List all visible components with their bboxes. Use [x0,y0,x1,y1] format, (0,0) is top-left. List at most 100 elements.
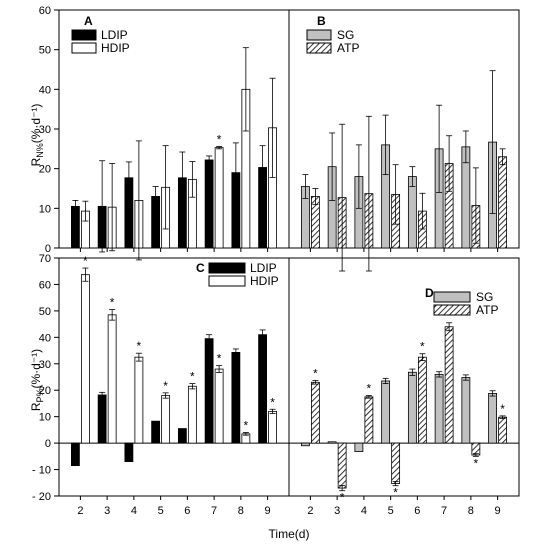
y-tick-label: 50 [39,45,51,57]
panel-d-bars: * * * * * * * * [289,309,519,505]
legend-label-atp: ATP [337,41,359,55]
y-tick-label: 40 [39,84,51,96]
y-tick-label: 0 [45,438,51,450]
x-tick-label: 9 [495,505,501,517]
bar-atp [498,416,508,444]
bar-sg [300,442,310,447]
significance-star: * [447,309,452,323]
y-tick-label: 50 [39,306,51,318]
panel-a-bars: * [70,47,278,261]
bar-sg [434,373,444,444]
bar-sg [461,377,471,444]
significance-star: * [217,352,222,366]
bar-hdip [214,147,224,249]
panel-a-y-ticks: 0 10 20 30 40 50 60 [39,5,59,255]
legend-label-ldip: LDIP [101,28,128,42]
significance-star: * [244,419,249,433]
x-tick-labels: 2 3 4 5 6 7 8 9 2 3 4 5 6 7 8 9 [77,505,500,517]
legend-swatch-ldip-c [208,262,246,274]
x-tick-label: 5 [158,505,164,517]
significance-star: * [217,132,222,146]
bar-ldip [151,420,161,444]
bar-ldip [258,334,268,444]
bar-atp [364,396,374,444]
x-tick-label: 2 [307,505,313,517]
bar-atp [417,356,427,444]
panel-a-ylabel: RN%(%·d⁻¹) [29,104,45,167]
legend-label-sg: SG [337,28,354,42]
bar-hdip [107,314,117,444]
bar-hdip [80,274,90,444]
x-tick-label: 4 [131,505,137,517]
bar-sg [407,176,417,249]
bar-ldip [204,159,214,249]
bar-ldip [124,442,134,463]
bar-ldip [204,338,214,444]
panel-b-bars [300,70,508,272]
bar-ldip [97,394,107,444]
significance-star: * [163,379,168,393]
legend-label-ldip-c: LDIP [250,261,277,275]
x-tick-label: 8 [468,505,474,517]
panel-c-ylabel-main: R [29,402,43,411]
y-tick-label: 70 [39,253,51,265]
significance-star: * [137,339,142,353]
legend-label-atp-d: ATP [476,303,498,317]
bar-hdip [134,356,144,444]
significance-star: * [190,370,195,384]
significance-star: * [367,382,372,396]
legend-label-sg-d: SG [476,290,493,304]
bar-sg [354,442,364,452]
y-tick-label: 20 [39,164,51,176]
x-tick-label: 2 [77,505,83,517]
y-tick-label: 60 [39,5,51,17]
legend-swatch-atp-d [433,304,471,316]
y-tick-label: 30 [39,124,51,136]
panel-c-y-ticks: - 20 - 10 0 10 20 30 40 50 60 70 [32,253,59,503]
panel-c-letter: C [196,261,205,275]
significance-star: * [500,402,505,416]
panel-d-frame [288,257,520,497]
bar-atp [337,442,347,489]
x-tick-label: 6 [184,505,190,517]
legend-swatch-hdip [71,42,97,54]
bar-ldip [231,352,241,444]
panel-c-bars: * * * * * * * * [59,254,289,500]
significance-star: * [474,456,479,470]
y-tick-label: 40 [39,332,51,344]
y-tick-label: 60 [39,279,51,291]
panel-c-ylabel: RP%(%·d⁻¹) [29,349,45,411]
x-tick-label: 8 [238,505,244,517]
panel-a-letter: A [84,14,93,28]
legend-swatch-hdip-c [208,275,246,287]
bar-atp [310,381,320,444]
bar-hdip [268,410,278,444]
panel-a: 0 10 20 30 40 50 60 * A LDIP HDIP RN%(%·d⁻¹) [29,5,290,261]
x-tick-label: 5 [388,505,394,517]
significance-star: * [110,296,115,310]
panel-b-frame [288,9,520,249]
panel-d: * * * * * * * * D SG ATP [288,257,520,505]
y-tick-label: 0 [45,243,51,255]
panel-a-ylabel-tail: (%·d⁻¹) [29,104,43,144]
x-tick-label: 3 [334,505,340,517]
y-tick-label: 10 [39,203,51,215]
y-tick-label: 30 [39,359,51,371]
significance-star: * [270,395,275,409]
bar-ldip [70,442,80,466]
x-tick-label: 3 [104,505,110,517]
bar-sg [327,441,337,444]
y-tick-label: 10 [39,412,51,424]
bar-sg [407,371,417,444]
panel-d-letter: D [425,286,434,300]
significance-star: * [340,491,345,505]
x-tick-label: 9 [265,505,271,517]
significance-star: * [83,254,88,268]
x-axis-label: Time(d) [269,527,310,541]
x-tick-label: 6 [414,505,420,517]
bar-sg [488,392,498,444]
legend-swatch-atp [306,42,332,54]
legend-label-hdip-c: HDIP [250,274,279,288]
legend-swatch-sg-d [433,291,471,303]
